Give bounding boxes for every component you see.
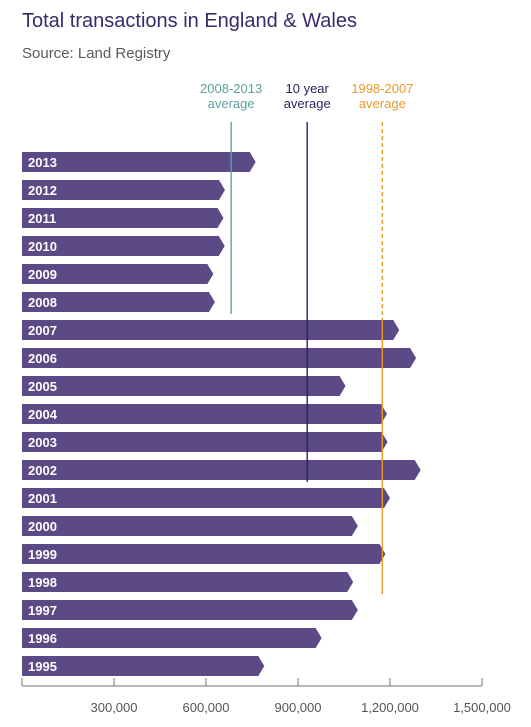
x-tick-label-5: 1,500,000 bbox=[453, 700, 511, 715]
bar-label-2012: 2012 bbox=[28, 183, 57, 198]
bar-1999 bbox=[22, 544, 386, 564]
bar-2004 bbox=[22, 404, 387, 424]
bar-2009 bbox=[22, 264, 214, 284]
reference-label-2-line1: 10 year bbox=[286, 81, 330, 96]
bar-label-1998: 1998 bbox=[28, 575, 57, 590]
bar-label-2005: 2005 bbox=[28, 379, 57, 394]
bar-label-2004: 2004 bbox=[28, 407, 58, 422]
bar-label-2002: 2002 bbox=[28, 463, 57, 478]
bar-label-2010: 2010 bbox=[28, 239, 57, 254]
chart-subtitle: Source: Land Registry bbox=[22, 45, 171, 62]
bar-label-1999: 1999 bbox=[28, 547, 57, 562]
chart-title: Total transactions in England & Wales bbox=[22, 10, 357, 32]
bar-label-2011: 2011 bbox=[28, 211, 56, 226]
bar-1997 bbox=[22, 600, 358, 620]
bar-1995 bbox=[22, 656, 265, 676]
bar-2005 bbox=[22, 376, 346, 396]
bar-2012 bbox=[22, 180, 226, 200]
bar-2010 bbox=[22, 236, 225, 256]
reference-label-3-line2: average bbox=[359, 96, 406, 111]
x-tick-label-3: 900,000 bbox=[275, 700, 322, 715]
x-tick-label-4: 1,200,000 bbox=[361, 700, 419, 715]
bar-label-1995: 1995 bbox=[28, 659, 57, 674]
reference-label-3-line1: 1998-2007 bbox=[351, 81, 413, 96]
bar-label-2003: 2003 bbox=[28, 435, 57, 450]
bar-2013 bbox=[22, 152, 256, 172]
bar-2006 bbox=[22, 348, 417, 368]
bar-label-2013: 2013 bbox=[28, 155, 57, 170]
bar-2008 bbox=[22, 292, 215, 312]
bar-2007 bbox=[22, 320, 400, 340]
bar-label-1997: 1997 bbox=[28, 603, 57, 618]
bar-label-2001: 2001 bbox=[28, 491, 57, 506]
bar-1998 bbox=[22, 572, 354, 592]
reference-label-1-line2: average bbox=[208, 96, 255, 111]
bar-label-2000: 2000 bbox=[28, 519, 57, 534]
bar-2003 bbox=[22, 432, 388, 452]
bar-label-2006: 2006 bbox=[28, 351, 57, 366]
bar-2000 bbox=[22, 516, 358, 536]
bar-label-2008: 2008 bbox=[28, 295, 57, 310]
bar-2011 bbox=[22, 208, 224, 228]
x-tick-label-2: 600,000 bbox=[183, 700, 230, 715]
reference-label-2-line2: average bbox=[284, 96, 331, 111]
bar-label-1996: 1996 bbox=[28, 631, 57, 646]
x-tick-label-1: 300,000 bbox=[91, 700, 138, 715]
bar-label-2009: 2009 bbox=[28, 267, 57, 282]
reference-label-1-line1: 2008-2013 bbox=[200, 81, 262, 96]
bar-label-2007: 2007 bbox=[28, 323, 57, 338]
bar-2002 bbox=[22, 460, 421, 480]
bar-2001 bbox=[22, 488, 390, 508]
bar-1996 bbox=[22, 628, 322, 648]
